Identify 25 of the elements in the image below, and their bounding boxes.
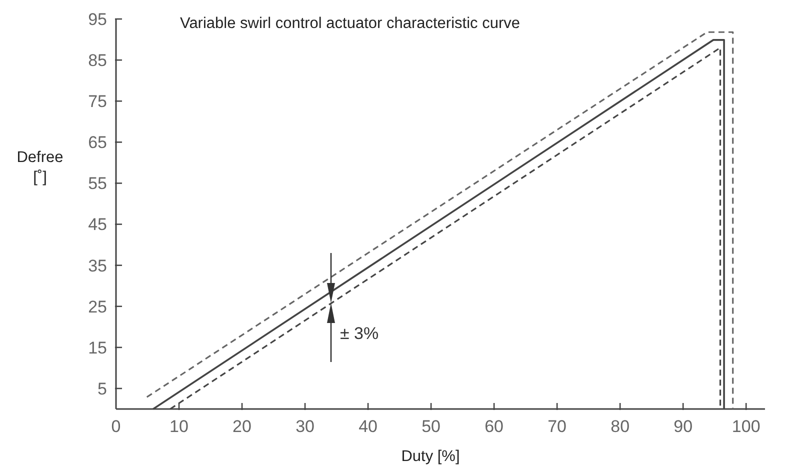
- x-tick-label: 80: [610, 417, 630, 436]
- y-tick-label: 35: [88, 256, 107, 276]
- x-axis-title: Duty [%]: [401, 448, 460, 465]
- x-tick-label: 0: [111, 417, 121, 436]
- y-tick-label: 25: [88, 297, 107, 316]
- y-tick-label: 5: [98, 379, 107, 398]
- x-tick-label: 50: [422, 417, 441, 436]
- y-tick-label: 65: [88, 133, 107, 152]
- x-tick-label: 60: [484, 417, 504, 436]
- chart-title: Variable swirl control actuator characteristic curve: [180, 15, 520, 32]
- y-axis-title: Defree [˚]: [16, 149, 64, 186]
- x-tick-label: 30: [296, 417, 314, 436]
- y-tick-label: 75: [88, 92, 107, 112]
- x-tick-label: 10: [170, 417, 188, 436]
- x-tick-label: 100: [732, 417, 760, 436]
- y-tick-label: 95: [88, 10, 107, 29]
- x-tick-label: 90: [674, 417, 693, 436]
- x-tick-label: 40: [358, 417, 378, 436]
- annotation: ± 3%: [340, 324, 379, 343]
- x-tick-label: 70: [548, 417, 567, 436]
- x-tick-label: 20: [232, 417, 252, 436]
- y-tick-label: 15: [88, 338, 107, 358]
- y-tick-label: 45: [88, 215, 107, 234]
- y-tick-label: 85: [88, 51, 107, 70]
- y-tick-label: 55: [88, 174, 107, 194]
